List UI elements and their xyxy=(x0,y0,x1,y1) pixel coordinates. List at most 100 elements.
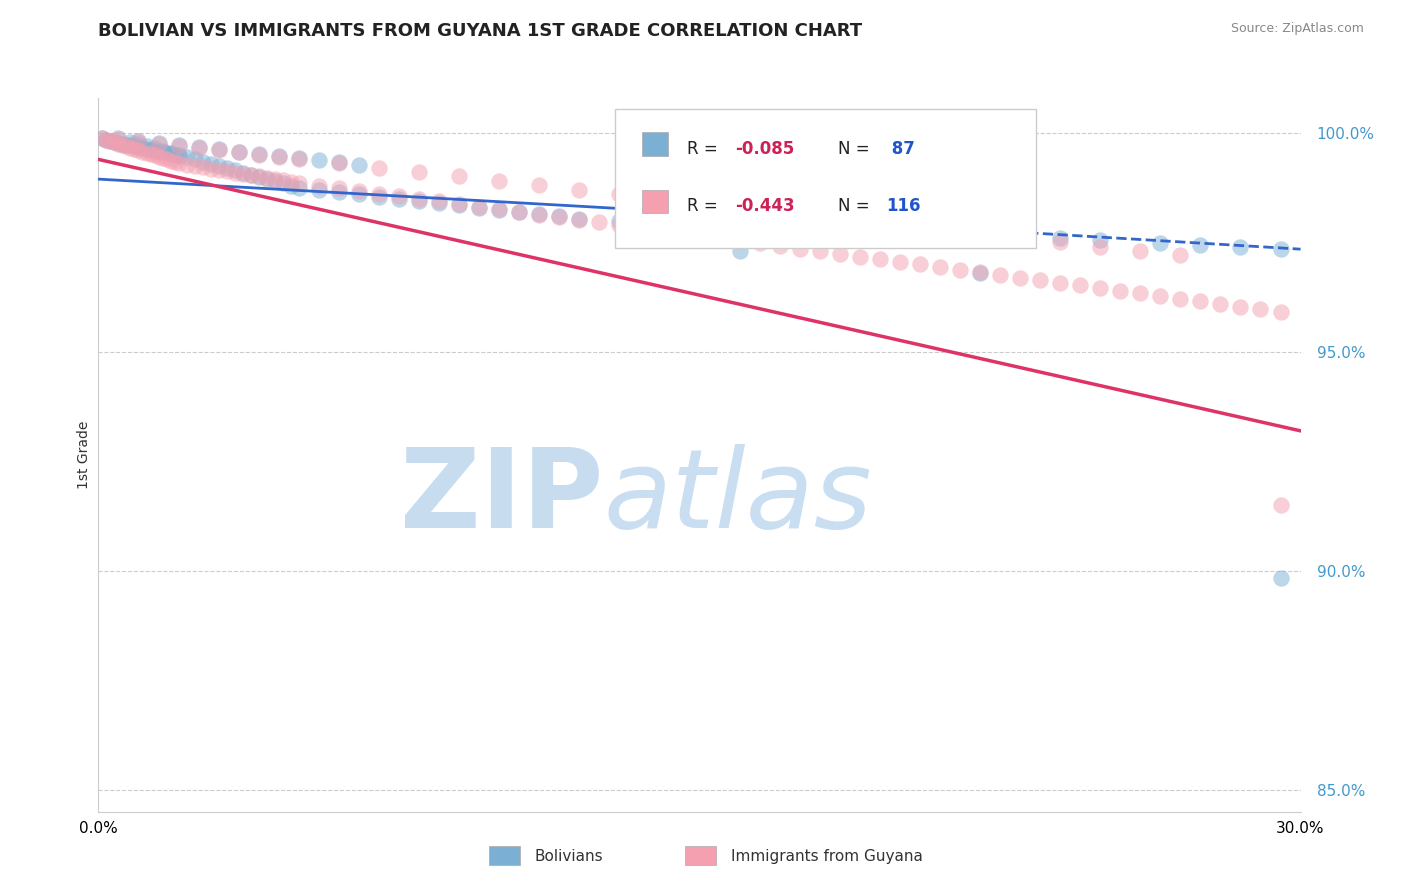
Point xyxy=(308,178,330,193)
Point xyxy=(529,208,551,222)
Point xyxy=(969,265,991,279)
Point xyxy=(1149,289,1171,303)
Point xyxy=(768,239,790,253)
Point xyxy=(208,142,231,156)
Point xyxy=(728,244,751,259)
Point xyxy=(124,139,146,153)
Point xyxy=(668,226,690,240)
Point xyxy=(148,145,170,159)
Point xyxy=(529,178,551,193)
Point xyxy=(176,158,198,172)
Point xyxy=(100,134,122,148)
Text: 87: 87 xyxy=(886,140,915,158)
Point xyxy=(529,207,551,221)
Text: Source: ZipAtlas.com: Source: ZipAtlas.com xyxy=(1230,22,1364,36)
Point xyxy=(828,213,851,227)
Point xyxy=(167,149,190,163)
Point xyxy=(728,234,751,248)
Point xyxy=(1250,302,1272,317)
Point xyxy=(120,135,142,149)
Point xyxy=(1049,231,1071,245)
Point xyxy=(288,176,311,190)
Point xyxy=(120,140,142,154)
Point xyxy=(91,131,114,145)
Text: -0.443: -0.443 xyxy=(735,197,796,215)
Point xyxy=(128,143,150,157)
Point xyxy=(271,177,294,191)
Point xyxy=(1129,286,1152,301)
Point xyxy=(288,151,311,165)
Point xyxy=(488,202,510,217)
Point xyxy=(728,200,751,214)
Point xyxy=(191,154,214,169)
Point xyxy=(135,142,157,156)
Point xyxy=(143,148,166,162)
Point xyxy=(191,161,214,175)
Point xyxy=(408,192,430,206)
Point xyxy=(155,153,177,167)
Point xyxy=(183,159,205,173)
Point xyxy=(111,136,134,151)
Point xyxy=(1010,231,1032,245)
Point xyxy=(609,213,631,227)
Point xyxy=(159,147,181,161)
Point xyxy=(152,151,174,165)
Point xyxy=(328,155,350,169)
Point xyxy=(256,170,278,185)
Point xyxy=(328,156,350,170)
Point xyxy=(1270,498,1292,512)
Point xyxy=(828,247,851,261)
Point xyxy=(849,250,872,264)
Point xyxy=(131,141,153,155)
Point xyxy=(648,223,671,237)
Bar xyxy=(489,846,520,865)
Point xyxy=(427,194,450,209)
Point xyxy=(107,131,129,145)
Point xyxy=(208,162,231,177)
Point xyxy=(568,212,591,227)
Point xyxy=(1189,237,1212,252)
Text: R =: R = xyxy=(688,197,724,215)
Point xyxy=(247,147,270,161)
Point xyxy=(1170,292,1192,306)
Point xyxy=(183,153,205,167)
Point xyxy=(280,175,302,189)
Point xyxy=(167,148,190,162)
Point xyxy=(1209,297,1232,311)
Point xyxy=(988,229,1011,244)
Point xyxy=(969,227,991,241)
Point xyxy=(748,218,770,232)
Point xyxy=(224,163,246,178)
Point xyxy=(1270,305,1292,319)
Point xyxy=(789,220,811,235)
Point xyxy=(148,136,170,150)
Point xyxy=(1049,235,1071,249)
Point xyxy=(408,194,430,208)
Point xyxy=(247,169,270,184)
Point xyxy=(263,174,285,188)
Point xyxy=(152,144,174,158)
Point xyxy=(1189,294,1212,309)
Point xyxy=(124,142,146,156)
Point xyxy=(347,187,370,202)
Point xyxy=(849,213,872,227)
Point xyxy=(115,139,138,153)
Point xyxy=(200,161,222,176)
Point xyxy=(159,153,181,168)
Point xyxy=(224,165,246,179)
Point xyxy=(308,153,330,168)
Point xyxy=(215,161,238,176)
Point xyxy=(139,143,162,157)
Point xyxy=(388,189,411,203)
Point xyxy=(100,134,122,148)
Point xyxy=(908,258,931,272)
Point xyxy=(688,195,710,210)
Point xyxy=(347,158,370,172)
Point xyxy=(969,266,991,280)
Point xyxy=(1229,300,1251,314)
Text: ZIP: ZIP xyxy=(399,444,603,551)
Point xyxy=(247,146,270,161)
Point xyxy=(176,150,198,164)
Point xyxy=(508,205,530,219)
Point xyxy=(748,236,770,251)
